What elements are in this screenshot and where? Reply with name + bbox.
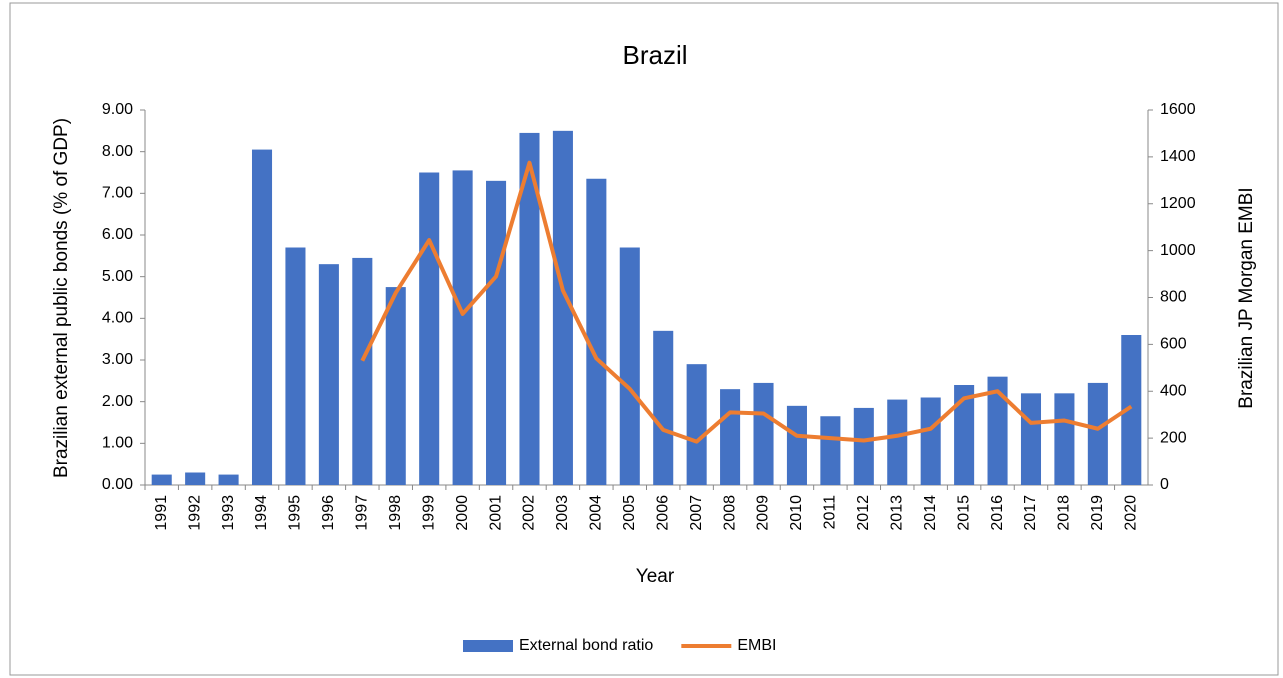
x-tick-label: 1999: [420, 495, 437, 531]
bar: [686, 364, 707, 485]
x-tick-label: 2010: [788, 495, 805, 531]
bar: [820, 416, 841, 485]
bar: [1087, 382, 1108, 485]
y-tick-label: 0.00: [102, 476, 133, 493]
bar: [318, 264, 339, 485]
x-tick-label: 2019: [1089, 495, 1106, 531]
bar: [218, 474, 239, 485]
bar: [519, 132, 540, 485]
x-tick-label: 2018: [1056, 495, 1073, 531]
y-axis-label: Brazilian external public bonds (% of GD…: [51, 118, 72, 478]
bar: [185, 472, 206, 485]
y2-tick-label: 0: [1160, 476, 1169, 493]
bar: [653, 330, 674, 485]
x-tick-label: 1994: [253, 495, 270, 531]
y-tick-label: 4.00: [102, 310, 133, 327]
x-tick-label: 2012: [855, 495, 872, 531]
bar: [419, 172, 440, 485]
y2-tick-label: 800: [1160, 289, 1187, 306]
x-tick-label: 1998: [387, 495, 404, 531]
x-tick-label: 2013: [888, 495, 905, 531]
y-tick-label: 1.00: [102, 435, 133, 452]
x-tick-label: 2007: [688, 495, 705, 531]
x-tick-label: 2008: [721, 495, 738, 531]
bar: [486, 180, 507, 486]
y-tick-label: 2.00: [102, 393, 133, 410]
y-tick-label: 8.00: [102, 143, 133, 160]
x-tick-label: 2009: [755, 495, 772, 531]
y-tick-label: 6.00: [102, 226, 133, 243]
bar: [887, 399, 908, 485]
bar: [1020, 393, 1042, 485]
bar: [151, 474, 172, 485]
x-tick-label: 1996: [320, 495, 337, 531]
y2-tick-label: 1000: [1160, 242, 1196, 259]
bar: [954, 385, 975, 485]
bar: [385, 287, 406, 485]
x-tick-label: 2017: [1022, 495, 1039, 531]
y-tick-label: 7.00: [102, 185, 133, 202]
y-tick-label: 3.00: [102, 351, 133, 368]
x-tick-label: 1993: [220, 495, 237, 531]
legend-label: EMBI: [737, 637, 776, 654]
x-tick-label: 2002: [521, 495, 538, 531]
bar: [285, 247, 306, 485]
y2-tick-label: 1400: [1160, 148, 1196, 165]
y2-tick-label: 1200: [1160, 195, 1196, 212]
bar: [987, 376, 1008, 485]
y-tick-label: 5.00: [102, 268, 133, 285]
y2-tick-label: 400: [1160, 382, 1187, 399]
x-tick-label: 2000: [454, 495, 471, 531]
bar: [452, 170, 473, 485]
y2-tick-label: 600: [1160, 336, 1187, 353]
y2-tick-label: 1600: [1160, 101, 1196, 118]
x-tick-label: 2015: [955, 495, 972, 531]
bar: [552, 130, 573, 486]
legend-label: External bond ratio: [519, 637, 653, 654]
x-tick-label: 1992: [186, 495, 203, 531]
x-tick-label: 2016: [989, 495, 1006, 531]
bar: [352, 257, 373, 485]
y2-axis-label: Brazilian JP Morgan EMBI: [1236, 187, 1257, 408]
bar: [920, 397, 941, 485]
bar: [1054, 393, 1075, 485]
line: [360, 160, 1133, 444]
x-tick-label: 2006: [654, 495, 671, 531]
bar: [786, 405, 807, 485]
x-tick-label: 1991: [153, 495, 170, 531]
bar: [586, 178, 607, 485]
x-tick-label: 2004: [588, 495, 605, 531]
x-tick-label: 2020: [1123, 495, 1140, 531]
bar: [720, 389, 741, 485]
x-tick-label: 2005: [621, 495, 638, 531]
legend-swatch: [463, 640, 513, 652]
x-tick-label: 2001: [487, 495, 504, 531]
chart-title: Brazil: [622, 40, 687, 70]
x-tick-label: 2003: [554, 495, 571, 531]
x-tick-label: 1995: [287, 495, 304, 531]
bar: [1121, 335, 1142, 485]
x-axis-label: Year: [636, 566, 675, 587]
x-tick-label: 2011: [822, 495, 839, 530]
bar: [853, 407, 874, 485]
y-tick-label: 9.00: [102, 101, 133, 118]
x-tick-label: 1997: [354, 495, 371, 531]
bar: [251, 149, 273, 486]
x-tick-label: 2014: [922, 495, 939, 531]
bar: [619, 247, 640, 485]
y2-tick-label: 200: [1160, 429, 1187, 446]
bar: [753, 382, 774, 485]
chart-border: [9, 2, 1279, 676]
